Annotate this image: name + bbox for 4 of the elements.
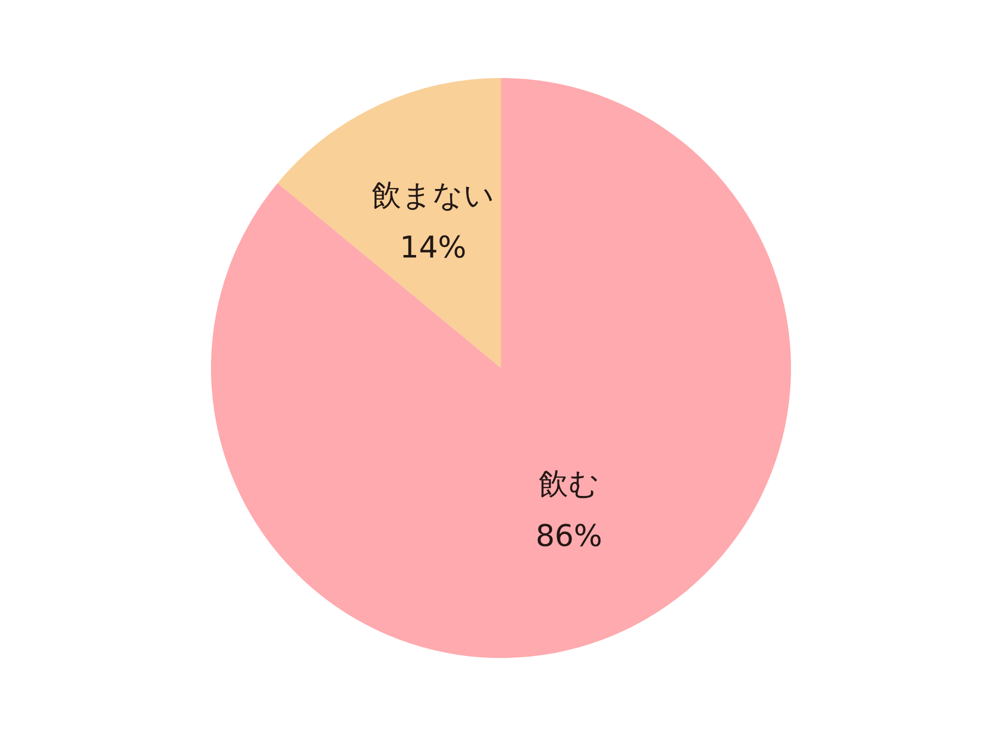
- slice-label: 飲む: [538, 467, 600, 502]
- data-label: 14%: [400, 230, 466, 266]
- data-label: 86%: [536, 519, 602, 554]
- slice-label: 飲まない: [372, 178, 495, 214]
